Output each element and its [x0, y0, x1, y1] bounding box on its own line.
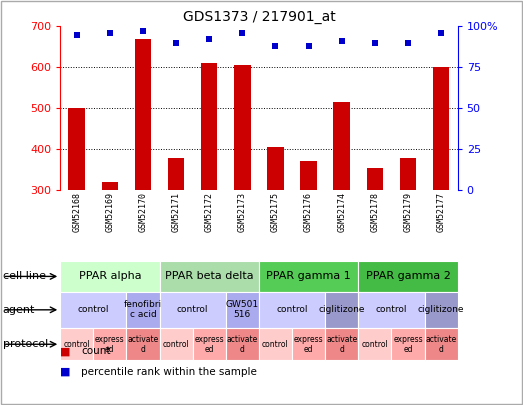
- Text: express
ed: express ed: [195, 335, 224, 354]
- Point: [437, 30, 445, 36]
- Text: activate
d: activate d: [425, 335, 457, 354]
- Bar: [334, 102, 350, 190]
- Point: [205, 36, 213, 43]
- Bar: [400, 158, 416, 190]
- Text: protocol: protocol: [3, 339, 48, 349]
- Bar: [135, 38, 151, 190]
- Text: ■: ■: [60, 367, 71, 377]
- Text: ciglitizone: ciglitizone: [319, 305, 365, 314]
- Point: [337, 38, 346, 44]
- Text: control: control: [276, 305, 308, 314]
- Bar: [168, 158, 185, 190]
- Bar: [69, 109, 85, 190]
- Text: ciglitizone: ciglitizone: [418, 305, 464, 314]
- Bar: [234, 65, 251, 190]
- Text: control: control: [361, 340, 388, 349]
- Text: control: control: [177, 305, 208, 314]
- Point: [304, 43, 313, 49]
- Text: activate
d: activate d: [226, 335, 258, 354]
- Text: percentile rank within the sample: percentile rank within the sample: [81, 367, 257, 377]
- Text: PPAR gamma 1: PPAR gamma 1: [266, 271, 351, 281]
- Bar: [367, 168, 383, 190]
- Bar: [267, 147, 283, 190]
- Bar: [433, 67, 449, 190]
- Point: [238, 30, 246, 36]
- Text: control: control: [63, 340, 90, 349]
- Text: activate
d: activate d: [326, 335, 357, 354]
- Point: [139, 28, 147, 34]
- Text: PPAR beta delta: PPAR beta delta: [165, 271, 254, 281]
- Text: activate
d: activate d: [127, 335, 158, 354]
- Text: fenofibri
c acid: fenofibri c acid: [124, 301, 162, 319]
- Text: control: control: [163, 340, 189, 349]
- Point: [371, 39, 379, 46]
- Text: PPAR gamma 2: PPAR gamma 2: [366, 271, 450, 281]
- Text: express
ed: express ed: [95, 335, 124, 354]
- Text: ■: ■: [60, 346, 71, 356]
- Bar: [300, 161, 317, 190]
- Text: agent: agent: [3, 305, 35, 315]
- Text: count: count: [81, 346, 110, 356]
- Text: control: control: [262, 340, 289, 349]
- Text: PPAR alpha: PPAR alpha: [78, 271, 141, 281]
- Text: control: control: [376, 305, 407, 314]
- Point: [172, 39, 180, 46]
- Text: express
ed: express ed: [294, 335, 323, 354]
- Text: GW501
516: GW501 516: [226, 301, 259, 319]
- Point: [271, 43, 280, 49]
- Point: [106, 30, 114, 36]
- Text: cell line: cell line: [3, 271, 46, 281]
- Point: [73, 31, 81, 38]
- Text: control: control: [77, 305, 109, 314]
- Bar: [201, 63, 218, 190]
- Text: express
ed: express ed: [393, 335, 423, 354]
- Title: GDS1373 / 217901_at: GDS1373 / 217901_at: [183, 10, 335, 24]
- Point: [404, 39, 412, 46]
- Bar: [101, 182, 118, 190]
